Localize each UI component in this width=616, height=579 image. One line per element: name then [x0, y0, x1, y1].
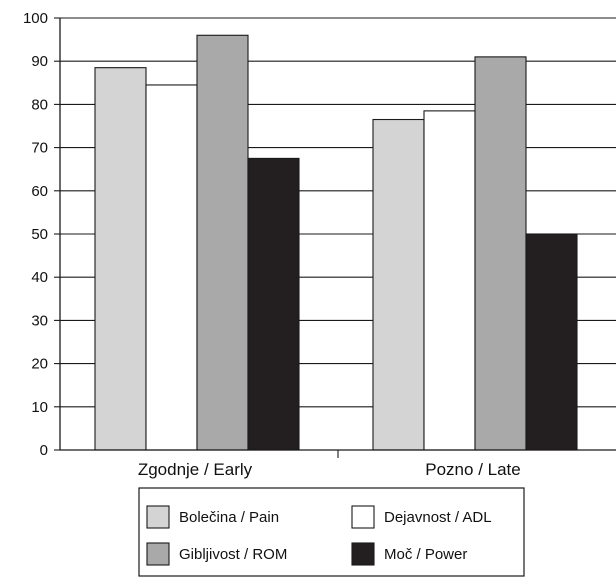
legend-box	[138, 487, 525, 577]
legend-label: Dejavnost / ADL	[384, 509, 492, 526]
bar-4-2	[525, 233, 578, 451]
y-tick-label: 10	[31, 399, 48, 416]
bar-1-1	[94, 67, 147, 451]
legend-swatch	[351, 542, 375, 566]
axes: 0 10 20 30 40 50 60 70 80 90 100 Zgodnje / Early Poz…	[23, 10, 616, 479]
x-tick-label: Zgodnje / Early	[138, 460, 253, 479]
y-tick-label: 60	[31, 183, 48, 200]
y-tick-label: 30	[31, 312, 48, 329]
bar-1-2	[372, 118, 425, 451]
y-tick-label: 100	[23, 10, 48, 27]
legend-label: Bolečina / Pain	[179, 509, 279, 526]
y-tick-label: 90	[31, 53, 48, 70]
legend: Bolečina / Pain Dejavnost / ADL Gibljivost…	[138, 487, 525, 577]
bar-3-2	[474, 56, 527, 451]
y-tick-label: 0	[40, 442, 48, 459]
bar-3-1	[196, 34, 249, 451]
x-tick-label: Pozno / Late	[425, 460, 520, 479]
y-tick-label: 40	[31, 269, 48, 286]
bar-4-1	[247, 157, 300, 451]
legend-swatch	[146, 542, 170, 566]
y-tick-label: 20	[31, 356, 48, 373]
legend-swatch	[146, 505, 170, 529]
bar-2-2	[423, 110, 476, 451]
y-tick-label: 80	[31, 96, 48, 113]
legend-swatch	[351, 505, 375, 529]
bars	[94, 34, 578, 451]
bar-2-1	[145, 84, 198, 451]
y-tick-label: 70	[31, 140, 48, 157]
y-tick-label: 50	[31, 226, 48, 243]
legend-label: Gibljivost / ROM	[179, 546, 287, 563]
legend-label: Moč / Power	[384, 546, 467, 563]
